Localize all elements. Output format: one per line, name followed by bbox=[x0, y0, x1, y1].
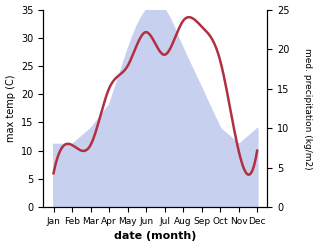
Y-axis label: max temp (C): max temp (C) bbox=[5, 75, 16, 142]
Y-axis label: med. precipitation (kg/m2): med. precipitation (kg/m2) bbox=[303, 48, 313, 169]
X-axis label: date (month): date (month) bbox=[114, 231, 197, 242]
